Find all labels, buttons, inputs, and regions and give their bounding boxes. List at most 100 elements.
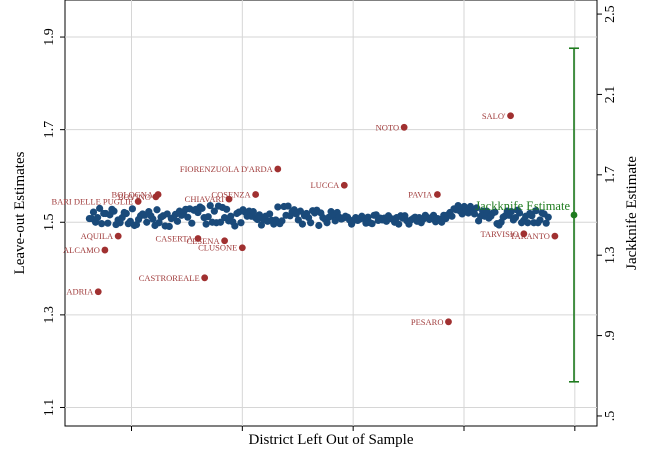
outlier-label: PESARO: [411, 317, 444, 327]
outlier-label: TARANTO: [510, 231, 550, 241]
data-point: [274, 203, 282, 211]
outlier-label: TARVISIO: [481, 229, 519, 239]
outlier-point: [340, 181, 348, 189]
outlier-points: ADRIA AQUILA ALCAMO BARI DELLE PUGLIEBOLOGN…: [51, 111, 559, 327]
y-axis-title: Leave-out Estimates: [12, 151, 28, 274]
outlier-label: CHIAVARI: [185, 194, 225, 204]
data-point: [307, 219, 315, 227]
data-point: [491, 208, 499, 216]
outlier-point: [114, 232, 122, 240]
data-point: [165, 222, 173, 231]
y-tick-label: 1.3: [42, 306, 57, 324]
data-point: [542, 219, 550, 227]
data-point: [249, 208, 257, 216]
data-point: [472, 204, 481, 212]
data-point: [483, 207, 491, 215]
left-axis: 1.1 1.3 1.5 1.7 1.9: [42, 28, 65, 416]
y2-axis-title: Jackknife Estimate: [624, 156, 640, 270]
data-point: [204, 213, 212, 221]
data-point: [98, 220, 106, 228]
data-point: [153, 206, 161, 214]
outlier-point: [252, 191, 260, 198]
outlier-point: [274, 165, 282, 173]
outlier-label: BOVINO: [118, 192, 151, 202]
outlier-point: [434, 191, 441, 198]
data-point: [128, 205, 137, 213]
data-point: [231, 222, 239, 230]
data-point: [223, 205, 231, 213]
outlier-point: [225, 195, 233, 203]
data-point: [524, 219, 532, 227]
data-point: [315, 221, 323, 230]
outlier-label: LUCCA: [310, 180, 340, 190]
data-point: [454, 201, 462, 210]
outlier-label: ALCAMO: [63, 245, 100, 255]
data-point: [266, 210, 274, 218]
data-point: [296, 207, 304, 215]
y2-tick-label: 2.1: [603, 86, 618, 104]
data-point: [395, 220, 403, 228]
outlier-point: [101, 246, 109, 254]
data-point: [122, 209, 130, 218]
data-point: [544, 213, 552, 221]
outlier-label: FIORENZUOLA D'ARDA: [180, 164, 274, 174]
jackknife-interval: Jackknife Estimate: [475, 47, 579, 383]
data-point: [284, 202, 292, 210]
data-point: [155, 219, 163, 227]
outlier-label: ADRIA: [66, 287, 94, 297]
outlier-label: BARI DELLE PUGLIE: [51, 196, 133, 206]
outlier-label: SALO': [482, 111, 506, 121]
outlier-label: CASERTA: [155, 233, 193, 243]
data-point: [511, 214, 520, 222]
data-point: [536, 216, 544, 224]
outlier-label: PAVIA: [408, 189, 433, 199]
data-point: [104, 219, 112, 227]
outlier-point: [551, 232, 559, 240]
right-axis: .5 .9 1.3 1.7 2.1 2.5: [597, 5, 618, 421]
outlier-point: [201, 274, 209, 282]
data-point: [515, 209, 524, 217]
outlier-point: [507, 112, 514, 120]
y-tick-label: 1.9: [42, 28, 57, 46]
y-tick-label: 1.7: [42, 121, 57, 139]
data-point: [448, 212, 456, 220]
outlier-point: [194, 235, 202, 242]
jackknife-label: Jackknife Estimate: [475, 199, 570, 213]
data-point: [188, 219, 196, 227]
outlier-label: NOTO: [376, 122, 399, 132]
outlier-label: AQUILA: [81, 231, 114, 241]
data-point: [202, 220, 210, 228]
data-point: [528, 212, 536, 220]
outlier-point: [152, 193, 160, 201]
data-point: [210, 207, 218, 215]
data-point: [149, 215, 157, 223]
y2-tick-label: 1.3: [603, 246, 618, 264]
y2-tick-label: .5: [603, 411, 618, 422]
y-tick-label: 1.5: [42, 214, 57, 232]
data-point: [298, 220, 307, 228]
data-point: [278, 217, 286, 225]
outlier-label: CLUSONE: [198, 243, 237, 253]
x-axis: [131, 426, 576, 431]
data-point: [507, 208, 515, 216]
outlier-label: BOLOGNA: [112, 189, 154, 199]
jackknife-estimate-point: [570, 211, 578, 219]
data-point: [198, 204, 206, 212]
data-point: [532, 207, 540, 215]
data-point: [184, 213, 192, 221]
y2-tick-label: 1.7: [603, 166, 618, 184]
data-point: [163, 210, 171, 218]
data-point: [216, 218, 225, 226]
data-point: [255, 211, 264, 219]
data-point: [364, 213, 372, 221]
outlier-point: [134, 198, 142, 205]
data-point: [96, 204, 104, 212]
data-point: [237, 219, 245, 227]
data-point: [368, 220, 376, 228]
outlier-point: [221, 237, 229, 245]
data-point: [173, 217, 182, 225]
y2-tick-label: 2.5: [603, 5, 618, 23]
data-point: [110, 207, 118, 215]
outlier-point: [94, 288, 102, 296]
